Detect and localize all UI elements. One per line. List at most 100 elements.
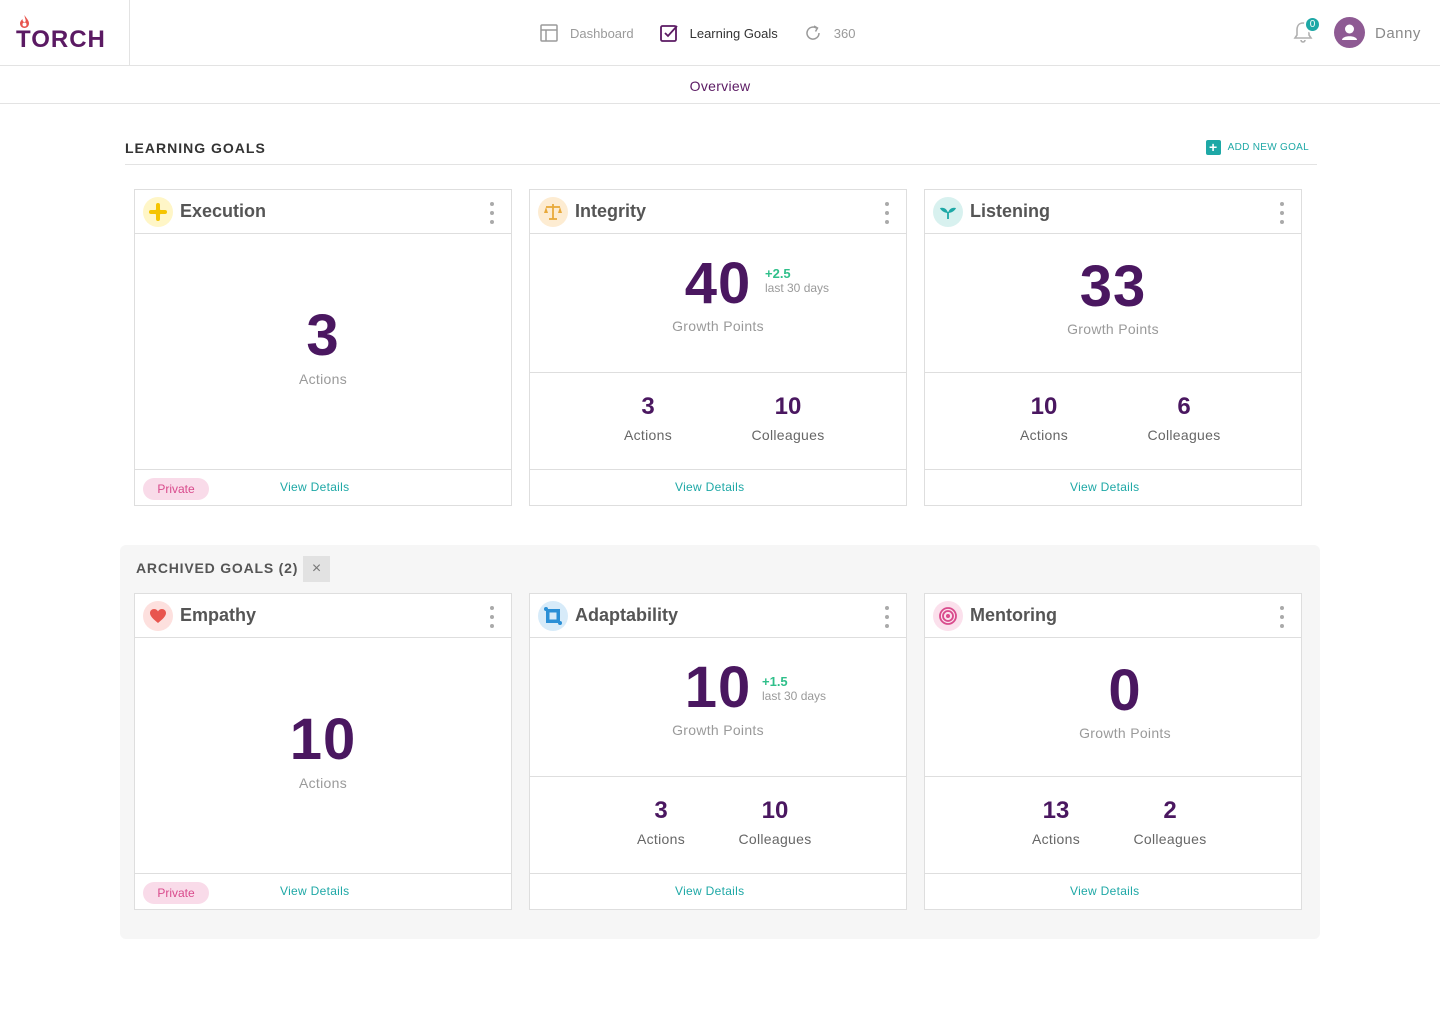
nav-360-label: 360 <box>833 25 856 41</box>
view-details-link[interactable]: View Details <box>675 884 745 898</box>
goal-card-listening: Listening 33 Growth Points 10 Actions 6 … <box>924 189 1302 506</box>
view-details-link[interactable]: View Details <box>280 480 350 494</box>
card-header: Execution <box>135 190 511 234</box>
card-header: Adaptability <box>530 594 906 638</box>
colleagues-count: 6 <box>1177 393 1191 420</box>
colleagues-label: Colleagues <box>738 831 812 847</box>
nav-dashboard-label: Dashboard <box>570 25 634 41</box>
more-options-icon[interactable] <box>489 202 495 224</box>
more-options-icon[interactable] <box>489 606 495 628</box>
add-new-goal-button[interactable]: + ADD NEW GOAL <box>1205 140 1309 155</box>
logo[interactable]: TORCH <box>0 0 130 66</box>
plus-square-icon: + <box>1205 140 1221 155</box>
sprout-icon <box>933 197 963 227</box>
card-title: Empathy <box>180 605 257 625</box>
nav-360[interactable]: 360 <box>804 24 856 42</box>
growth-delta-period: last 30 days <box>762 689 827 703</box>
close-archived-button[interactable]: × <box>303 556 330 582</box>
colleagues-stat: 10 Colleagues <box>715 797 835 847</box>
card-header: Listening <box>925 190 1301 234</box>
actions-count: 3 <box>654 797 668 824</box>
goal-card-integrity: Integrity 40 +2.5 last 30 days Growth Po… <box>529 189 907 506</box>
colleagues-stat: 10 Colleagues <box>728 393 848 443</box>
actions-count: 10 <box>289 707 357 772</box>
card-footer: View Details <box>925 873 1301 910</box>
growth-points-count: 33 <box>1079 254 1147 319</box>
colleagues-stat: 6 Colleagues <box>1124 393 1244 443</box>
colleagues-count: 10 <box>761 797 789 824</box>
goal-card-execution: Execution 3 Actions Private View Details <box>134 189 512 506</box>
more-options-icon[interactable] <box>1279 606 1285 628</box>
card-header: Mentoring <box>925 594 1301 638</box>
colleagues-count: 10 <box>774 393 802 420</box>
card-footer: Private View Details <box>135 469 511 506</box>
card-title: Integrity <box>575 201 647 221</box>
growth-points-count: 10 <box>684 655 752 720</box>
target-icon <box>933 601 963 631</box>
more-options-icon[interactable] <box>884 606 890 628</box>
colleagues-label: Colleagues <box>751 427 825 443</box>
section-title: LEARNING GOALS <box>125 140 266 156</box>
user-icon <box>1342 24 1357 40</box>
actions-count: 10 <box>1030 393 1058 420</box>
tab-overview[interactable]: Overview <box>689 78 751 94</box>
archived-goals-title: ARCHIVED GOALS (2) <box>136 560 299 576</box>
more-options-icon[interactable] <box>884 202 890 224</box>
colleagues-count: 2 <box>1163 797 1177 824</box>
card-footer: Private View Details <box>135 873 511 910</box>
view-details-link[interactable]: View Details <box>675 480 745 494</box>
growth-points-count: 40 <box>684 251 752 316</box>
growth-points-label: Growth Points <box>672 318 764 334</box>
nav-learning-goals[interactable]: Learning Goals <box>659 24 778 42</box>
goal-card-empathy: Empathy 10 Actions Private View Details <box>134 593 512 910</box>
growth-points-count: 0 <box>1108 658 1142 723</box>
card-title: Adaptability <box>575 605 679 625</box>
square-icon <box>538 601 568 631</box>
actions-label: Actions <box>1031 831 1080 847</box>
actions-count: 3 <box>641 393 655 420</box>
card-title: Execution <box>180 201 267 221</box>
view-details-link[interactable]: View Details <box>1070 884 1140 898</box>
growth-points-label: Growth Points <box>1067 321 1159 337</box>
notification-badge: 0 <box>1304 16 1321 33</box>
actions-label: Actions <box>298 775 347 791</box>
actions-label: Actions <box>623 427 672 443</box>
stats-row: 3 Actions 10 Colleagues <box>530 372 906 469</box>
actions-stat: 10 Actions <box>984 393 1104 443</box>
flame-icon <box>20 15 29 28</box>
avatar[interactable] <box>1334 17 1365 48</box>
actions-count: 3 <box>306 303 340 368</box>
nav-learning-goals-label: Learning Goals <box>689 25 778 41</box>
view-details-link[interactable]: View Details <box>1070 480 1140 494</box>
main-nav: Dashboard Learning Goals 360 <box>540 0 881 66</box>
actions-label: Actions <box>298 371 347 387</box>
colleagues-label: Colleagues <box>1147 427 1221 443</box>
card-footer: View Details <box>530 873 906 910</box>
card-header: Integrity <box>530 190 906 234</box>
view-details-link[interactable]: View Details <box>280 884 350 898</box>
actions-count: 13 <box>1042 797 1070 824</box>
colleagues-stat: 2 Colleagues <box>1110 797 1230 847</box>
top-bar: TORCH Dashboard Learning Goals 360 <box>0 0 1440 66</box>
actions-label: Actions <box>636 831 685 847</box>
refresh-icon <box>806 25 820 40</box>
learning-goals-header: LEARNING GOALS + ADD NEW GOAL <box>125 137 1317 165</box>
stats-row: 10 Actions 6 Colleagues <box>925 372 1301 469</box>
add-new-goal-label: ADD NEW GOAL <box>1227 142 1309 153</box>
checkbox-icon <box>659 25 678 42</box>
actions-stat: 3 Actions <box>601 797 721 847</box>
sub-nav: Overview <box>0 66 1440 104</box>
actions-stat: 13 Actions <box>996 797 1116 847</box>
nav-dashboard[interactable]: Dashboard <box>540 24 634 42</box>
actions-label: Actions <box>1019 427 1068 443</box>
card-footer: View Details <box>925 469 1301 506</box>
card-footer: View Details <box>530 469 906 506</box>
card-title: Mentoring <box>970 605 1057 625</box>
stats-row: 3 Actions 10 Colleagues <box>530 776 906 873</box>
more-options-icon[interactable] <box>1279 202 1285 224</box>
scales-icon <box>538 197 568 227</box>
user-name[interactable]: Danny <box>1375 25 1421 42</box>
growth-delta-period: last 30 days <box>765 281 830 295</box>
card-title: Listening <box>970 201 1050 221</box>
stats-row: 13 Actions 2 Colleagues <box>925 776 1301 873</box>
